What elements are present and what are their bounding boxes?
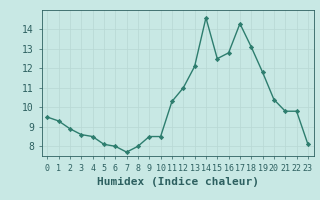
X-axis label: Humidex (Indice chaleur): Humidex (Indice chaleur)	[97, 177, 259, 187]
